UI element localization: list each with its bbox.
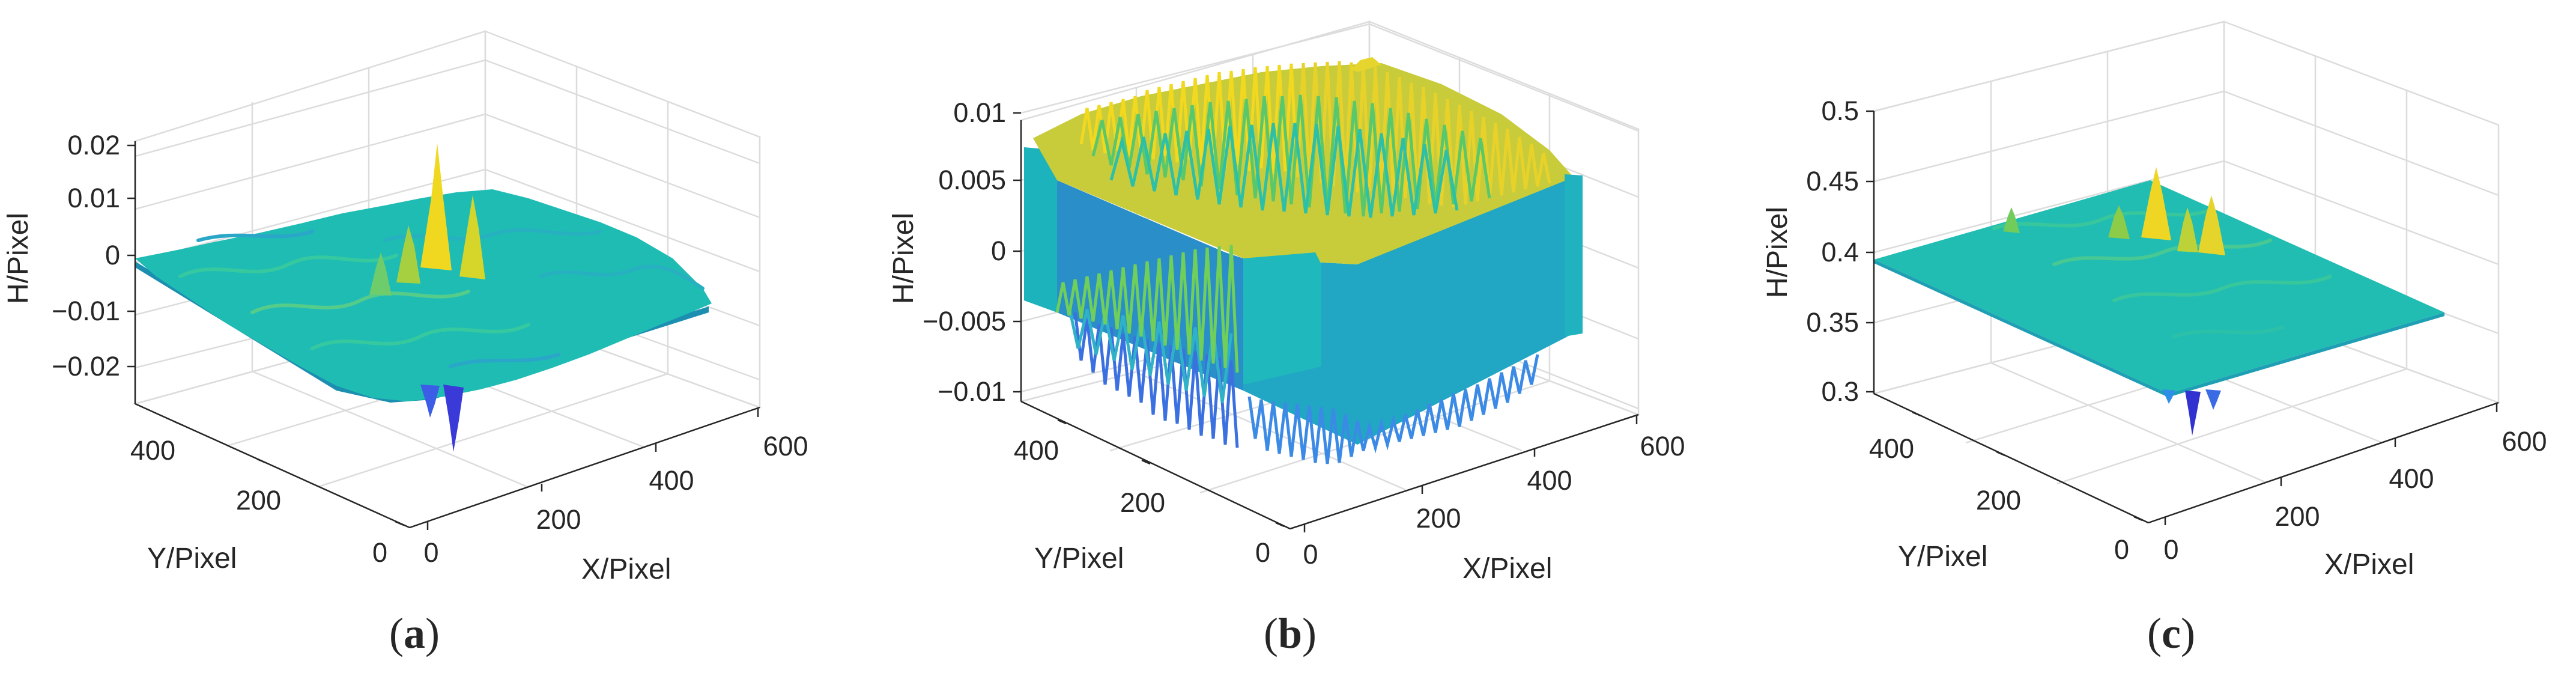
panel-b-z-ticks: 0.01 0.005 0 −0.005 −0.01 xyxy=(923,97,1021,407)
panel-a-z-tick-label: 0.01 xyxy=(67,183,120,213)
panel-c-surface-valleys xyxy=(2162,389,2221,436)
panel-a-valley-main xyxy=(443,385,464,452)
panel-a-x-axis-label: X/Pixel xyxy=(581,553,671,585)
panel-b-surface-noise-bottom xyxy=(1055,245,1539,464)
panel-b-x-tick-label: 0 xyxy=(1303,539,1318,570)
panel-c-z-tick-label: 0.4 xyxy=(1821,237,1859,267)
panel-a-peak-main xyxy=(420,143,452,270)
panel-a-peak-3 xyxy=(396,225,420,284)
panel-c-caption: (c) xyxy=(2147,609,2195,657)
panel-b-y-tick-label: 200 xyxy=(1120,487,1165,518)
panel-a-y-tick-label: 0 xyxy=(372,537,387,568)
panel-b-z-tick-label: −0.01 xyxy=(938,376,1006,407)
panel-a-z-ticks: 0.02 0.01 0 −0.01 −0.02 xyxy=(52,130,135,382)
panel-a-peak-2 xyxy=(459,195,485,279)
panel-c-surface xyxy=(1874,167,2444,436)
panel-b: 0.01 0.005 0 −0.005 −0.01 0 200 400 0 20… xyxy=(888,20,1685,657)
panel-a-x-axis-line xyxy=(409,406,760,529)
panel-c-peak-2 xyxy=(2198,195,2225,255)
panel-b-y-axis-line xyxy=(1020,400,1291,530)
panel-c-x-tick-label: 400 xyxy=(2389,463,2434,494)
panel-b-z-axis-label: H/Pixel xyxy=(888,213,920,304)
panel-c-surface-peaks xyxy=(2003,167,2225,255)
panel-a-x-tick-label: 600 xyxy=(763,431,808,461)
panel-b-z-tick-label: 0 xyxy=(991,236,1006,266)
panel-b-x-tick-label: 600 xyxy=(1640,431,1685,461)
panel-c-x-ticks: 0 200 400 600 xyxy=(2163,404,2547,565)
panel-c-x-axis-line xyxy=(2148,401,2499,524)
panel-a-surface-ridges xyxy=(178,228,705,368)
panel-b-x-tick-label: 400 xyxy=(1527,465,1572,496)
panel-b-surface xyxy=(1024,57,1583,464)
panel-a-y-tick-label: 400 xyxy=(130,435,175,466)
panel-a-caption: (a) xyxy=(389,609,440,657)
panel-a-x-tick-label: 200 xyxy=(536,504,581,535)
panel-c-valley-3 xyxy=(2162,389,2175,404)
panel-c-peak-main xyxy=(2141,167,2171,240)
panel-c-x-tick-label: 0 xyxy=(2163,534,2178,565)
panel-c-z-tick-label: 0.3 xyxy=(1821,376,1859,407)
panel-c-peak-3 xyxy=(2177,207,2198,252)
panel-c-y-axis-label: Y/Pixel xyxy=(1898,541,1987,573)
panel-c-x-tick-label: 600 xyxy=(2502,426,2547,457)
panel-b-y-tick-label: 400 xyxy=(1014,435,1059,466)
panel-b-z-tick-label: 0.01 xyxy=(953,97,1006,128)
panel-c-surface-sheet xyxy=(1874,180,2444,394)
panel-b-surface-noise-top xyxy=(1079,61,1551,218)
panel-b-y-tick-label: 0 xyxy=(1255,537,1270,568)
panel-a-z-tick-label: 0 xyxy=(105,240,120,270)
panel-b-y-axis-label: Y/Pixel xyxy=(1034,543,1124,574)
panel-c-z-tick-label: 0.35 xyxy=(1806,307,1859,338)
panel-c-z-tick-label: 0.45 xyxy=(1806,166,1859,196)
panel-b-caption-letter: b xyxy=(1278,609,1302,657)
panel-b-surface-spike-top xyxy=(1351,57,1381,72)
panel-c-valley-2 xyxy=(2205,389,2221,410)
panel-a-y-axis-label: Y/Pixel xyxy=(147,543,237,574)
panel-c-peak-4 xyxy=(2108,206,2130,239)
panel-a-surface-valleys xyxy=(420,385,464,452)
panel-c-peak-5 xyxy=(2003,207,2020,233)
panel-c-valley-main xyxy=(2185,391,2201,436)
panel-c: 0.5 0.45 0.4 0.35 0.3 0 200 400 0 200 40… xyxy=(1762,20,2547,657)
panel-c-x-tick-label: 200 xyxy=(2274,501,2320,532)
panel-a-peak-4 xyxy=(369,252,392,296)
panel-c-z-axis-label: H/Pixel xyxy=(1762,207,1793,298)
panel-a-caption-letter: a xyxy=(404,609,425,657)
panel-b-surface-block-mid xyxy=(1243,252,1321,385)
panel-a-valley-2 xyxy=(420,385,440,418)
panel-c-x-axis-label: X/Pixel xyxy=(2324,549,2414,580)
panel-b-z-tick-label: 0.005 xyxy=(938,165,1006,195)
panel-c-y-tick-label: 200 xyxy=(1976,485,2021,516)
panel-a-z-tick-label: −0.01 xyxy=(52,296,120,326)
panel-b-surface-left-wall xyxy=(1024,147,1057,312)
panel-b-x-ticks: 0 200 400 600 xyxy=(1303,416,1685,570)
panel-a-z-axis-label: H/Pixel xyxy=(2,213,34,304)
panel-a-y-ticks: 0 200 400 xyxy=(130,421,404,568)
panel-a: 0.02 0.01 0 −0.01 −0.02 0 200 400 0 200 … xyxy=(2,30,808,657)
panel-b-x-axis-label: X/Pixel xyxy=(1462,553,1552,585)
panel-a-y-tick-label: 200 xyxy=(236,485,281,516)
panel-c-z-ticks: 0.5 0.45 0.4 0.35 0.3 xyxy=(1806,96,1874,407)
panel-a-x-tick-label: 0 xyxy=(423,537,438,568)
panel-a-x-ticks: 0 200 400 600 xyxy=(423,409,808,568)
panel-b-surface-front-face xyxy=(1243,174,1568,445)
panel-a-z-tick-label: −0.02 xyxy=(52,351,120,382)
panel-c-caption-letter: c xyxy=(2162,609,2181,657)
panel-c-y-tick-label: 0 xyxy=(2114,534,2129,565)
panel-c-y-ticks: 0 200 400 xyxy=(1869,411,2143,565)
panel-c-surface-ridges xyxy=(1992,209,2332,338)
panel-a-surface xyxy=(135,143,712,452)
panel-b-y-ticks: 0 200 400 xyxy=(1014,419,1285,568)
panel-a-x-tick-label: 400 xyxy=(649,465,694,496)
panel-c-z-tick-label: 0.5 xyxy=(1821,96,1859,126)
panel-b-z-tick-label: −0.005 xyxy=(923,306,1006,336)
panel-b-surface-right-block xyxy=(1565,174,1583,336)
panel-a-z-tick-label: 0.02 xyxy=(67,130,120,160)
panel-b-x-axis-line xyxy=(1290,413,1639,530)
panel-a-surface-peaks xyxy=(369,143,485,296)
panel-b-caption: (b) xyxy=(1264,609,1317,657)
panel-b-x-tick-label: 200 xyxy=(1416,503,1461,534)
panel-c-y-tick-label: 400 xyxy=(1869,433,1914,464)
